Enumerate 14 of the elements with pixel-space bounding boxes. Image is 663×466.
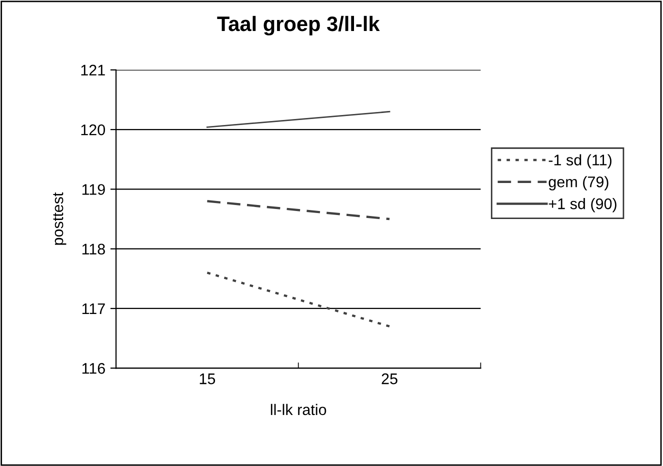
legend-label: +1 sd (90) (548, 198, 616, 212)
legend-label: gem (79) (548, 176, 608, 190)
x-axis-title: ll-lk ratio (270, 404, 326, 416)
y-tick-label: 116 (82, 363, 105, 374)
y-tick-label: 119 (82, 184, 105, 195)
y-tick-label: 117 (82, 304, 105, 314)
y-tick-label: 120 (81, 124, 106, 136)
y-tick-label: 121 (81, 64, 105, 76)
x-tick-label: 25 (382, 373, 398, 384)
chart-title: Taal groep 3/ll-lk (217, 16, 380, 36)
y-tick-label: 118 (82, 244, 105, 255)
y-axis-title: posttest (53, 192, 66, 245)
legend-label: -1 sd (11) (548, 154, 612, 168)
x-tick-label: 15 (200, 374, 216, 384)
